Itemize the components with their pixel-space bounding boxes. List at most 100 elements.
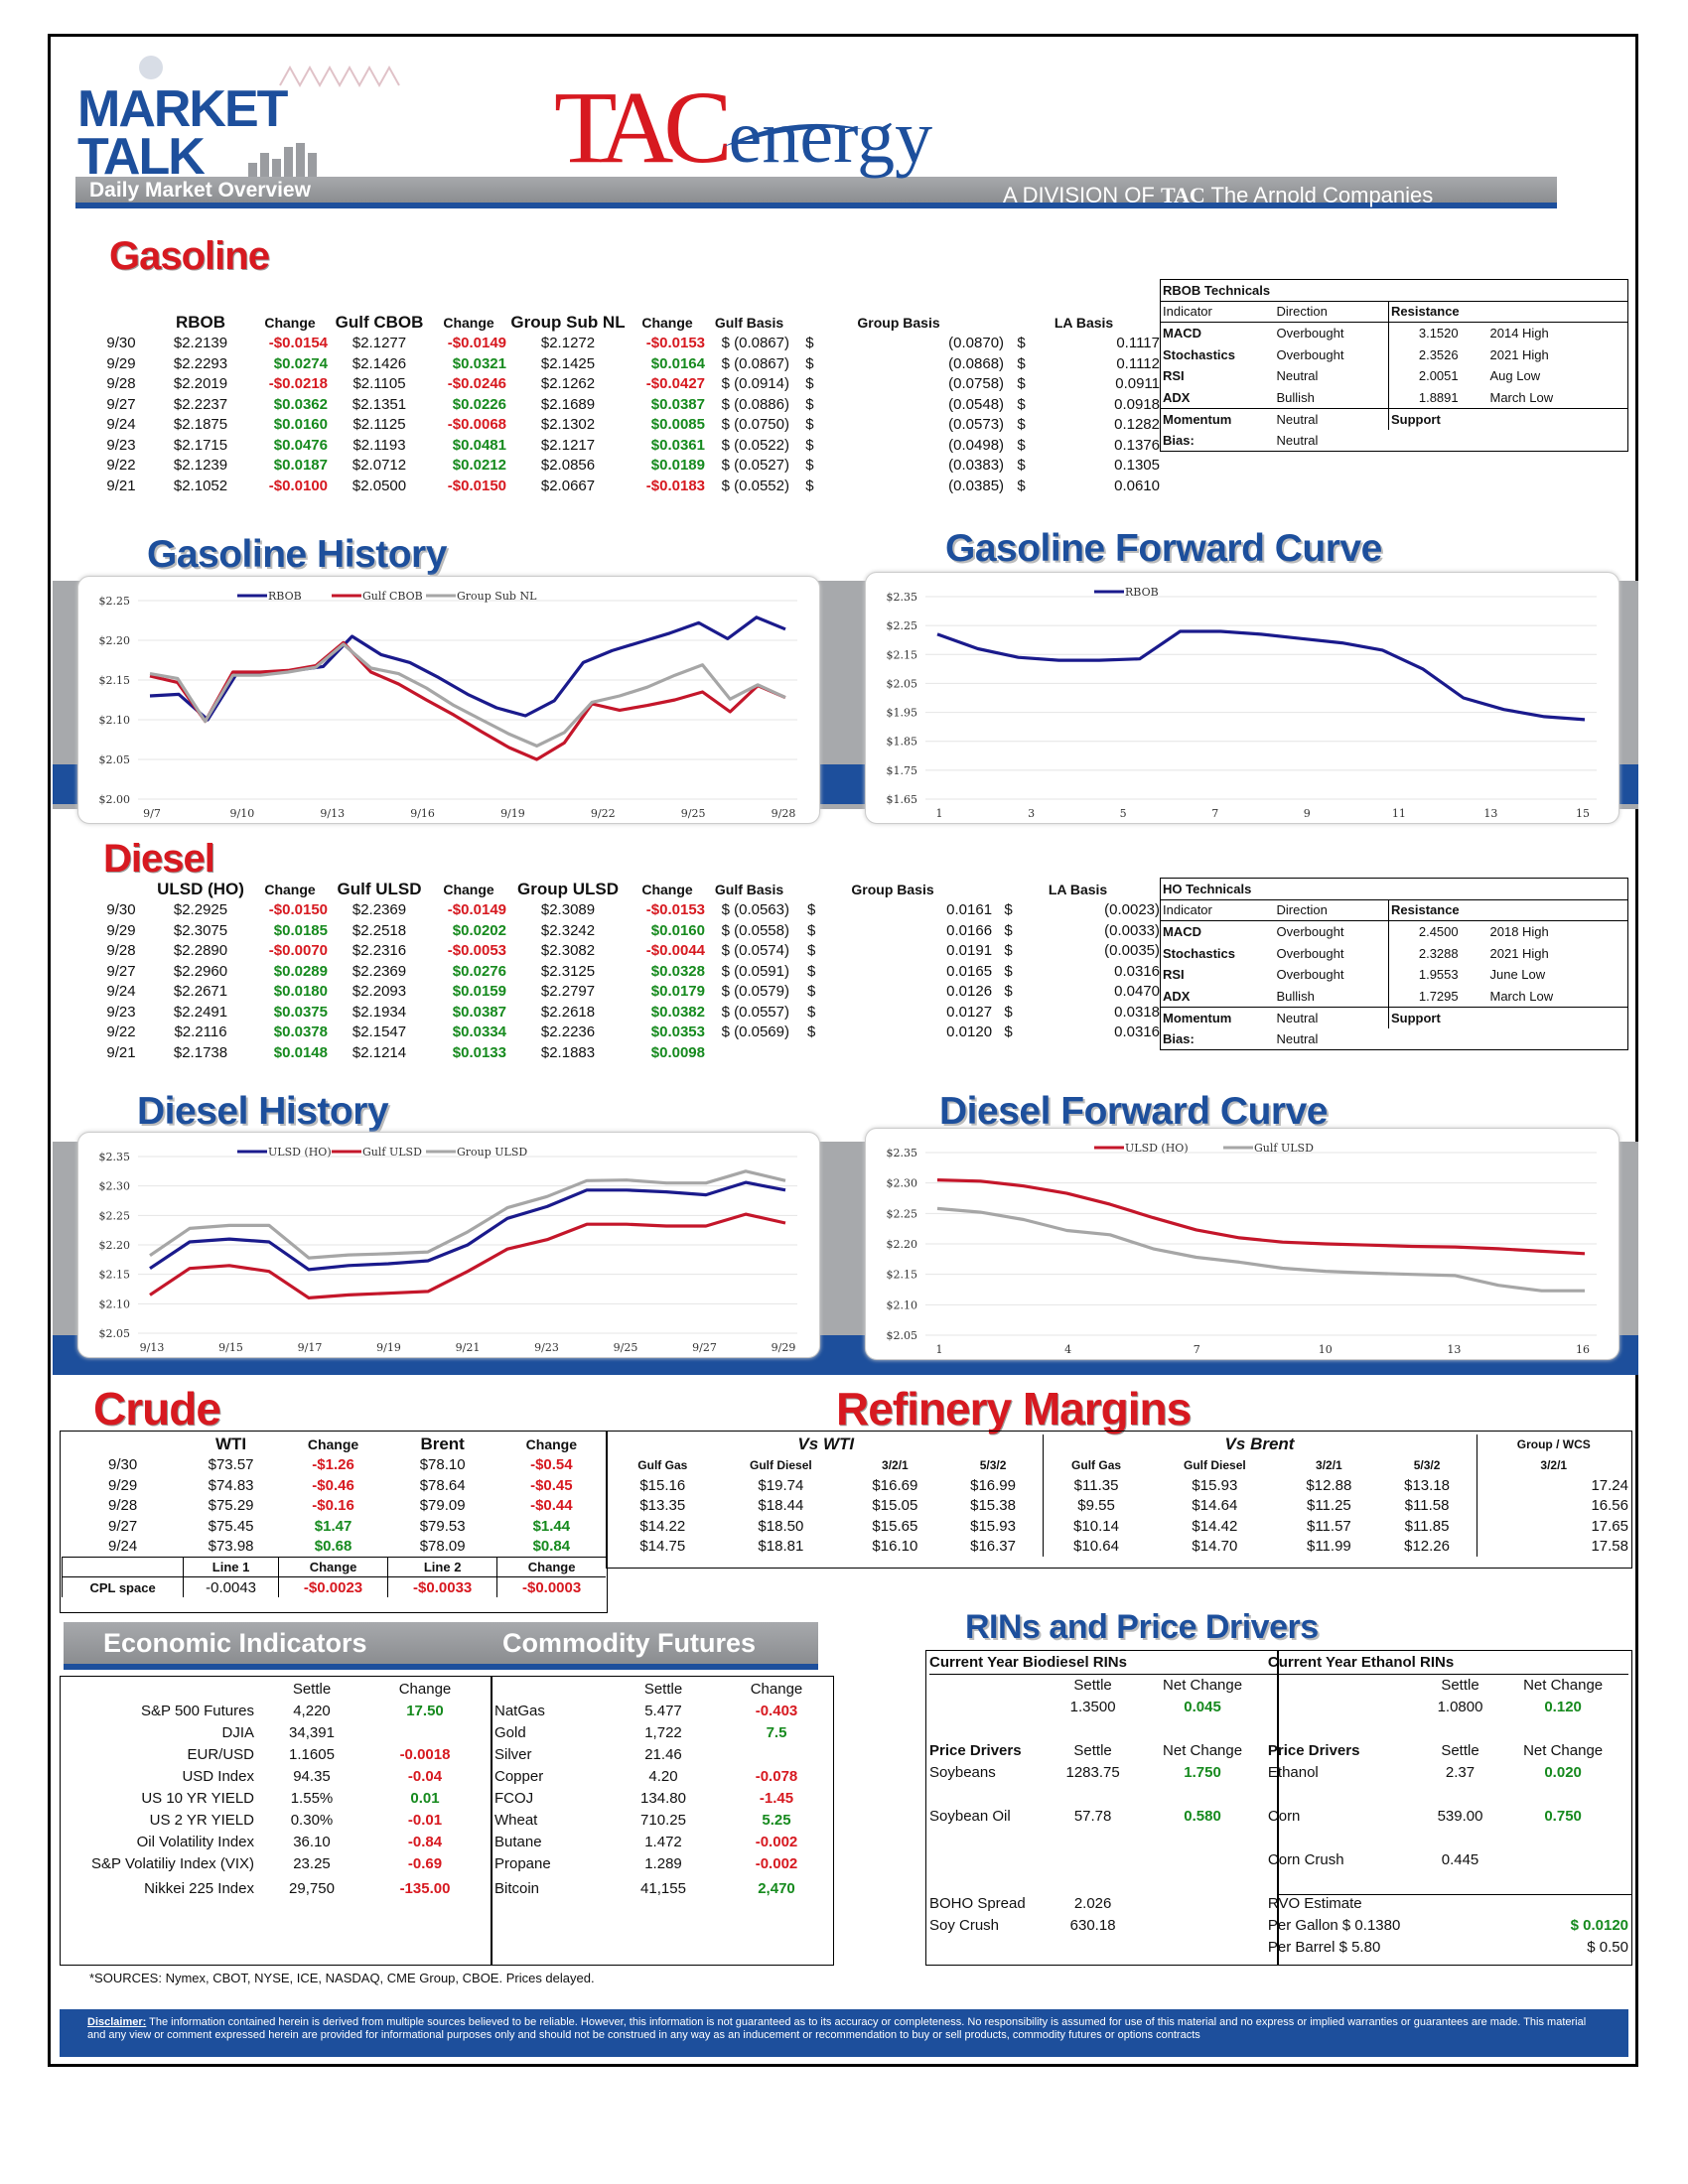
table-cell: $14.75 — [639, 1538, 686, 1556]
commodity-futures-table: Settle Change NatGas 5.477 -0.403 Gold 1,722 7.… — [494, 1678, 830, 1902]
y-tick-label: $2.05 — [99, 753, 131, 766]
driver-row: Soybean Oil 57.78 0.580 Corn 539.00 0.750 — [929, 1805, 1628, 1827]
table-cell: $11.99 — [1306, 1538, 1351, 1556]
settle-value: 4.20 — [648, 1767, 678, 1785]
commodity-futures-title: Commodity Futures — [502, 1628, 757, 1658]
tech-title-row: HO Technicals — [1160, 878, 1628, 900]
table-cell: $0.0382 — [650, 1003, 705, 1021]
rins-cell — [1497, 1892, 1628, 1914]
table-row: 9/24 $2.1875 $0.0160 $2.1125 -$0.0068 $2.1302… — [91, 415, 1162, 436]
table-row: 9/29 $2.3075 $0.0185 $2.2518 $0.0202 $2.3242 $… — [91, 920, 1162, 941]
table-cell: (0.0498) — [948, 436, 1005, 454]
table-cell: 9/24 — [106, 416, 136, 434]
table-row: S&P Volatiliy Index (VIX) 23.25 -0.69 — [64, 1852, 489, 1874]
gasoline-title: Gasoline — [109, 234, 270, 278]
rins-cell: Soybeans — [929, 1763, 996, 1781]
column-header: Line 1 — [183, 1557, 279, 1577]
series-line-2 — [149, 642, 786, 748]
column-header: Group ULSD — [517, 880, 619, 899]
header-bar — [75, 177, 1557, 208]
column-header: Gulf Gas — [637, 1457, 688, 1472]
commod-box — [491, 1676, 834, 1966]
gas_hist-svg: $2.25 $2.20 $2.15 $2.10 $2.05 $2.00 9/7 9/10 9/1… — [99, 590, 797, 820]
driver-row: BOHO Spread 2.026 RVO Estimate — [929, 1892, 1628, 1914]
change-value: -1.45 — [759, 1789, 794, 1807]
diesel-history-chart: $2.35 $2.30 $2.25 $2.20 $2.15 $2.10 $2.05 9/13 9… — [77, 1132, 820, 1358]
column-header: Settle — [292, 1680, 332, 1698]
tech-level — [1389, 1028, 1488, 1050]
table-cell: $2.2293 — [173, 354, 228, 372]
tech-indicator: Stochastics — [1163, 945, 1235, 961]
table-cell: $11.57 — [1306, 1517, 1351, 1535]
x-tick-label: 9/23 — [534, 1341, 559, 1354]
diesel-history-title: Diesel History — [137, 1090, 389, 1133]
table-cell: $14.64 — [1192, 1497, 1238, 1515]
column-header: Line 2 — [387, 1557, 497, 1577]
tech-row: RSI Overbought 1.9553 June Low — [1161, 963, 1628, 986]
driver-row: Soybeans 1283.75 1.750 Ethanol 2.37 0.020 — [929, 1761, 1628, 1783]
x-tick-label: 9/7 — [143, 807, 161, 820]
column-header: 3/2/1 — [1316, 1457, 1342, 1472]
rins-cell — [929, 1674, 1049, 1696]
table-cell: $ — [807, 942, 816, 960]
tech-title-row: RBOB Technicals — [1160, 279, 1628, 302]
tech-support-label: Support — [1388, 408, 1628, 430]
rins-cell: 0.580 — [1184, 1807, 1221, 1825]
x-tick-label: 9/21 — [456, 1341, 481, 1354]
tech-row: ADX Bullish 1.8891 March Low — [1160, 386, 1628, 409]
rins-cell — [1497, 1783, 1628, 1805]
table-cell: $0.0276 — [452, 962, 506, 980]
tech-indicator: MACD — [1163, 326, 1201, 341]
y-tick-label: $2.05 — [887, 1329, 918, 1342]
table-cell: $2.1193 — [352, 436, 406, 454]
indicator-name: USD Index — [182, 1767, 254, 1785]
y-tick-label: $1.85 — [887, 736, 918, 749]
column-header: Gulf Diesel — [750, 1457, 812, 1472]
table-cell: 9/21 — [106, 477, 136, 494]
column-header: Change — [641, 882, 693, 898]
crude-title: Crude — [93, 1383, 221, 1434]
tech-level: 1.9553 — [1388, 963, 1488, 986]
table-cell: $0.0160 — [650, 921, 705, 939]
column-header: Change — [277, 1557, 388, 1577]
table-cell: $0.0180 — [273, 983, 328, 1001]
indicator-name: EUR/USD — [187, 1745, 254, 1763]
table-cell: 9/30 — [107, 1456, 138, 1474]
table-cell: $2.1217 — [540, 436, 596, 454]
table-cell: 0.0911 — [1115, 375, 1160, 393]
tech-note: 2021 High — [1489, 945, 1549, 961]
table-cell: $2.1875 — [173, 416, 228, 434]
legend-label: Gulf ULSD — [1254, 1142, 1314, 1155]
change-value — [361, 1721, 489, 1743]
table-cell: 0.0318 — [1114, 1003, 1160, 1021]
table-row: 9/27 $2.2960 $0.0289 $2.2369 $0.0276 $2.3125 $… — [91, 961, 1162, 982]
table-cell: $ (0.0558) — [721, 921, 789, 939]
table-header: RBOB Change Gulf CBOB Change Group Sub NL Cha… — [91, 313, 1162, 334]
table-cell: $2.2019 — [173, 375, 228, 393]
table-cell: $2.1052 — [173, 477, 228, 494]
settle-value: 36.10 — [293, 1833, 331, 1850]
gasoline-forward-title: Gasoline Forward Curve — [945, 527, 1382, 570]
rins-cell — [1049, 1848, 1137, 1870]
table-cell: $ — [1004, 921, 1013, 939]
tac-logo: TACenergy — [554, 76, 932, 180]
table-cell: 9/27 — [107, 1517, 138, 1535]
rins-cell: 0.750 — [1544, 1807, 1582, 1825]
table-cell: $14.22 — [639, 1517, 686, 1535]
spacer-row — [929, 1827, 1628, 1848]
rins-cell — [1497, 1827, 1628, 1848]
commod-header: Settle Change — [494, 1678, 830, 1700]
table-cell: $ (0.0522) — [721, 436, 789, 454]
table-cell: $16.37 — [970, 1538, 1016, 1556]
diesel-table: ULSD (HO) Change Gulf ULSD Change Group ULSD… — [91, 880, 1162, 1063]
column-header: 5/3/2 — [979, 1457, 1007, 1472]
rins-cell — [929, 1848, 1049, 1870]
table-cell: $9.55 — [1042, 1495, 1150, 1516]
settle-value: 5.477 — [644, 1702, 682, 1719]
sources-note: *SOURCES: Nymex, CBOT, NYSE, ICE, NASDAQ… — [89, 1971, 595, 1985]
y-tick-label: $2.25 — [887, 619, 918, 632]
table-cell: $2.1738 — [173, 1043, 228, 1061]
tac-wordmark: TAC — [554, 70, 733, 185]
rins-cell: Corn — [1267, 1807, 1301, 1825]
tech-row: Stochastics Overbought 2.3526 2021 High — [1161, 343, 1628, 365]
